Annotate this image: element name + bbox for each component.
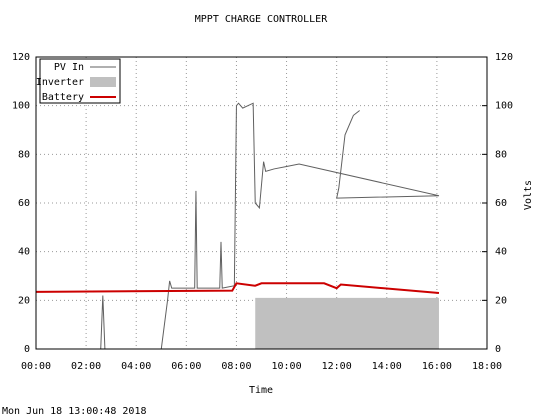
x-axis-label: Time [249,385,273,396]
legend-label: Inverter [36,77,84,88]
x-tick-label: 00:00 [21,361,51,372]
y-tick-label: 120 [12,52,30,63]
x-tick-label: 16:00 [422,361,452,372]
y-tick-label: 40 [18,247,30,258]
line [36,102,440,350]
line [35,282,440,295]
chart-title: MPPT CHARGE CONTROLLER [195,14,328,25]
plot-frame [35,56,488,350]
y2-tick-label: 0 [495,344,501,355]
legend-label: PV In [54,62,84,73]
x-tick-label: 04:00 [121,361,151,372]
y2-tick-label: 80 [495,149,507,160]
y-tick-label: 0 [24,344,30,355]
y2-tick-label: 40 [495,247,507,258]
footer: Mon Jun 18 13:00:48 2018 [2,406,147,417]
y-tick-label: 100 [12,101,30,112]
legend-label: Battery [42,92,84,103]
x-tick-label: 08:00 [221,361,251,372]
y2-axis-label: Volts [523,180,534,210]
area [255,297,439,349]
x-tick-label: 06:00 [171,361,201,372]
x-tick-label: 12:00 [322,361,352,372]
y2-tick-label: 120 [495,52,513,63]
y-tick-label: 80 [18,149,30,160]
y-tick-label: 20 [18,295,30,306]
x-tick-label: 02:00 [71,361,101,372]
legend-swatch [90,77,116,87]
y2-tick-label: 60 [495,198,507,209]
x-tick-label: 10:00 [272,361,302,372]
y2-tick-label: 100 [495,101,513,112]
x-tick-label: 14:00 [372,361,402,372]
y2-tick-label: 20 [495,295,507,306]
y-tick-label: 60 [18,198,30,209]
x-tick-label: 18:00 [472,361,502,372]
